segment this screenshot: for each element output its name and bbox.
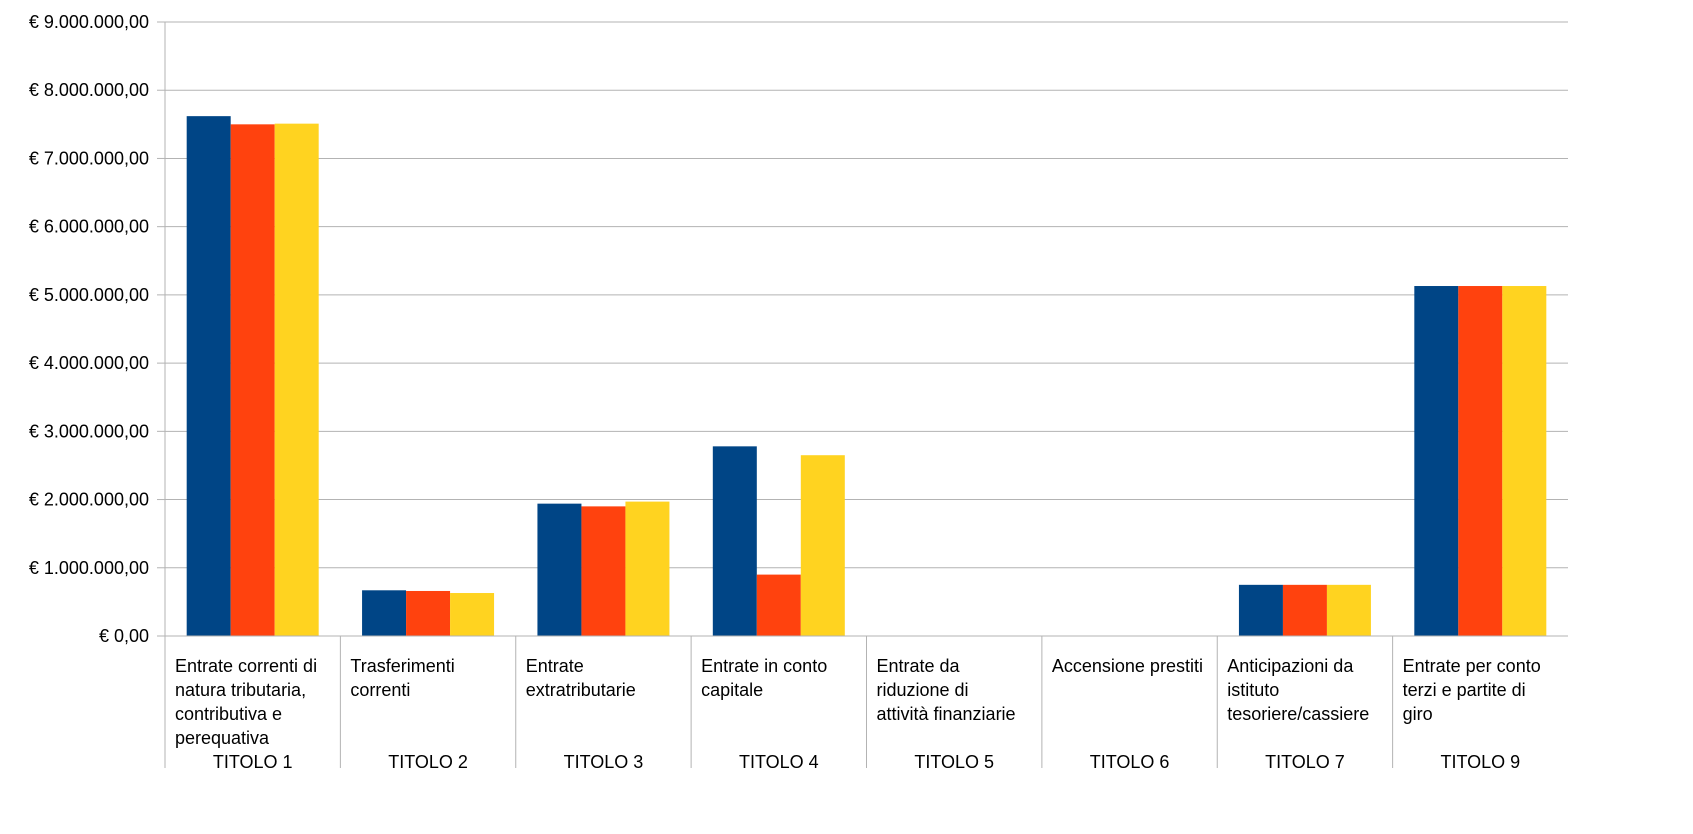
category-label-line: contributiva e [175,704,282,724]
axes [157,21,1568,768]
category-group-label: TITOLO 9 [1440,752,1520,772]
category-group-label: TITOLO 1 [213,752,293,772]
category-label-line: capitale [701,680,763,700]
y-tick-label: € 8.000.000,00 [29,80,149,100]
grid-lines [165,21,1568,569]
category-group-label: TITOLO 4 [739,752,819,772]
y-tick-label: € 0,00 [99,626,149,646]
bar [230,124,275,636]
category-label-line: Accensione prestiti [1052,656,1203,676]
bar [362,590,407,636]
category-group-label: TITOLO 3 [564,752,644,772]
bars [186,116,1547,636]
category-label-line: Entrate per conto [1403,656,1541,676]
category-label-line: terzi e partite di [1403,680,1526,700]
bar [1326,584,1371,636]
category-label-line: tesoriere/cassiere [1227,704,1369,724]
category-group-label: TITOLO 7 [1265,752,1345,772]
category-group-label: TITOLO 5 [914,752,994,772]
category-label-line: correnti [350,680,410,700]
y-tick-label: € 5.000.000,00 [29,285,149,305]
category-label-line: riduzione di [877,680,969,700]
bar [1282,584,1327,636]
bar [1458,286,1503,636]
category-label-line: Entrate correnti di [175,656,317,676]
category-label-line: attività finanziarie [877,704,1016,724]
bar [406,590,451,636]
bar [581,506,626,636]
bar [450,593,495,636]
y-tick-label: € 9.000.000,00 [29,12,149,32]
category-group-label: TITOLO 2 [388,752,468,772]
bar [186,116,231,636]
x-axis-category-labels: Entrate correnti di natura tributaria, con… [175,656,1541,772]
category-label-line: natura tributaria, [175,680,306,700]
bar [274,123,319,636]
category-label-line: perequativa [175,728,270,748]
category-label-line: giro [1403,704,1433,724]
bar [800,455,845,636]
category-label-line: Entrate da [877,656,961,676]
category-label-line: Entrate [526,656,584,676]
bar [756,574,801,636]
category-label-line: istituto [1227,680,1279,700]
category-group-label: TITOLO 6 [1090,752,1170,772]
y-tick-label: € 1.000.000,00 [29,558,149,578]
category-label-line: Trasferimenti [350,656,454,676]
bar [712,446,757,636]
y-tick-label: € 4.000.000,00 [29,353,149,373]
category-label-line: Entrate in conto [701,656,827,676]
category-label-line: extratributarie [526,680,636,700]
bar [1502,286,1547,636]
y-tick-label: € 7.000.000,00 [29,148,149,168]
bar [537,503,582,636]
y-tick-label: € 6.000.000,00 [29,217,149,237]
category-label-line: Anticipazioni da [1227,656,1354,676]
bar [625,501,670,636]
y-axis-tick-labels: € 0,00 € 1.000.000,00 € 2.000.000,00 € 3.00… [29,12,149,646]
y-tick-label: € 2.000.000,00 [29,490,149,510]
y-tick-label: € 3.000.000,00 [29,421,149,441]
bar [1238,584,1283,636]
bar [1414,286,1459,636]
